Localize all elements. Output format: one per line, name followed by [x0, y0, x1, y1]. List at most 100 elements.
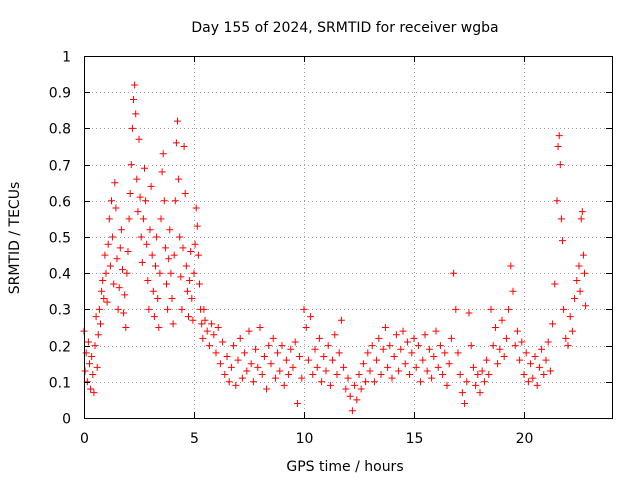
- data-point: [216, 360, 224, 368]
- data-point: [408, 349, 416, 357]
- data-point: [500, 352, 508, 360]
- data-point: [136, 193, 144, 201]
- data-point: [120, 309, 128, 317]
- data-point: [92, 313, 100, 321]
- data-point: [247, 360, 255, 368]
- chart-title: Day 155 of 2024, SRMTID for receiver wgb…: [191, 20, 498, 36]
- data-point: [159, 150, 167, 158]
- data-point: [452, 305, 460, 313]
- data-point: [245, 327, 253, 335]
- data-point: [191, 240, 199, 248]
- data-point: [141, 164, 148, 172]
- data-point: [230, 342, 238, 350]
- data-point: [179, 244, 187, 252]
- data-point: [254, 363, 262, 371]
- tick-layer: 00.10.20.30.40.50.60.70.80.910 5 10 15 20: [49, 50, 612, 447]
- data-point: [546, 367, 554, 375]
- data-point: [185, 313, 192, 321]
- data-point: [203, 327, 211, 335]
- data-point: [126, 190, 134, 198]
- data-point: [494, 360, 502, 368]
- data-point: [189, 316, 197, 324]
- data-point: [480, 378, 488, 386]
- data-point: [192, 204, 200, 212]
- data-point: [122, 324, 130, 331]
- data-point: [399, 327, 407, 335]
- data-point: [331, 331, 339, 339]
- data-point: [166, 226, 174, 234]
- data-point: [311, 345, 319, 353]
- data-point: [562, 334, 570, 342]
- data-point: [265, 342, 273, 350]
- data-point: [573, 276, 581, 284]
- data-point: [214, 324, 222, 331]
- data-point: [581, 269, 588, 277]
- data-point: [285, 371, 293, 379]
- x-axis-label: GPS time / hours: [286, 459, 403, 475]
- data-point: [527, 360, 535, 368]
- data-point: [260, 352, 268, 360]
- y-tick-label: 0.6: [49, 195, 71, 211]
- y-tick-label: 0: [62, 412, 71, 428]
- data-point: [491, 324, 499, 331]
- data-point: [133, 175, 141, 183]
- data-point: [384, 363, 392, 371]
- data-point: [181, 190, 189, 198]
- data-point: [538, 345, 546, 353]
- data-point: [456, 371, 464, 379]
- data-point: [498, 316, 506, 324]
- data-point: [116, 244, 124, 252]
- data-point: [97, 320, 104, 328]
- data-point: [152, 262, 159, 270]
- data-point: [344, 374, 352, 382]
- data-point: [353, 396, 361, 404]
- data-point: [417, 378, 425, 386]
- data-point: [516, 356, 524, 364]
- data-point: [531, 352, 539, 360]
- data-point: [124, 247, 132, 255]
- data-point: [329, 356, 337, 364]
- data-point: [109, 233, 117, 241]
- data-point: [158, 168, 166, 176]
- data-point: [127, 161, 135, 169]
- data-point: [176, 233, 184, 241]
- data-point: [533, 381, 541, 389]
- data-point: [98, 287, 106, 295]
- data-point: [489, 342, 497, 350]
- data-point: [478, 367, 486, 375]
- data-point: [549, 320, 557, 328]
- data-point: [125, 215, 133, 223]
- data-point: [326, 381, 334, 389]
- data-point: [131, 81, 139, 89]
- y-tick-label: 1: [62, 50, 71, 66]
- data-point: [359, 360, 367, 368]
- data-point: [135, 135, 143, 143]
- data-point: [171, 197, 179, 205]
- data-point: [160, 197, 168, 205]
- data-point: [194, 251, 202, 259]
- data-point: [139, 215, 147, 223]
- data-point: [355, 371, 363, 379]
- data-point: [101, 251, 109, 259]
- data-point: [188, 295, 196, 303]
- data-point: [155, 324, 163, 331]
- data-point: [518, 338, 526, 346]
- data-point: [524, 378, 532, 386]
- data-point: [146, 226, 154, 234]
- data-point: [560, 305, 568, 313]
- data-point: [366, 367, 374, 375]
- data-point: [556, 161, 564, 169]
- y-axis-label: SRMTID / TECUs: [7, 182, 23, 295]
- data-point: [278, 342, 286, 350]
- data-point: [568, 327, 576, 335]
- x-tick-label: 15: [406, 431, 424, 447]
- data-point: [183, 287, 191, 295]
- data-point: [421, 331, 429, 339]
- data-point: [474, 371, 482, 379]
- data-point: [390, 352, 398, 360]
- data-point: [551, 280, 559, 288]
- data-point: [434, 363, 442, 371]
- data-point: [576, 287, 584, 295]
- data-point: [164, 305, 172, 313]
